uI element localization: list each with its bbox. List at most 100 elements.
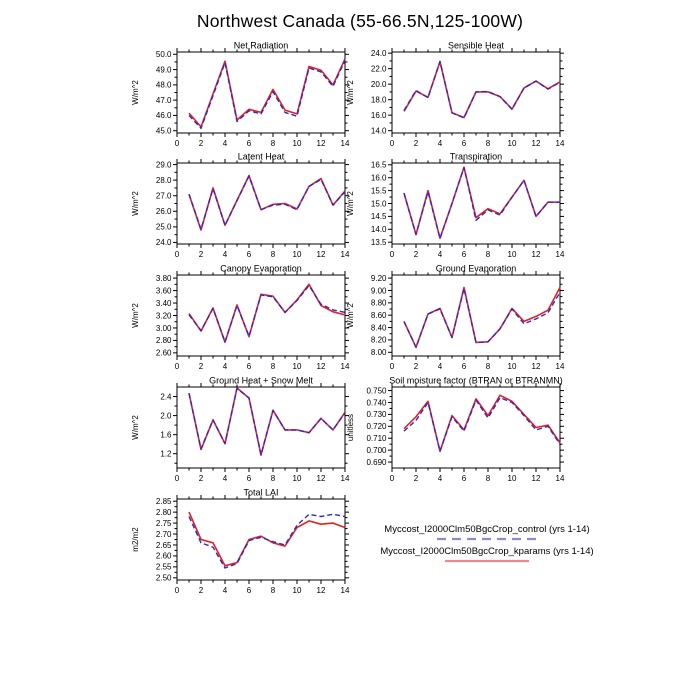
x-tick-label: 2 [199, 586, 204, 595]
x-tick-label: 2 [199, 250, 204, 259]
y-tick-label: 16.0 [371, 174, 387, 183]
x-tick-label: 8 [486, 362, 491, 371]
y-tick-label: 9.00 [371, 286, 387, 295]
chart-title: Total LAI [243, 488, 278, 498]
series-line-control [188, 60, 346, 130]
chart-plot: 0 2 4 6 8 10 12 14 24.0 25.0 26.0 27.0 28.0 29.0 Laten… [131, 152, 350, 260]
legend-entry-kparams: Myccost_I2000Clm50BgcCrop_kparams (yrs 1… [337, 546, 637, 563]
x-tick-label: 4 [438, 250, 443, 259]
series-line-kparams [188, 387, 346, 456]
series-line-control [188, 387, 346, 456]
y-tick-label: 14.0 [371, 126, 387, 135]
chart-title: Ground Evaporation [436, 264, 517, 274]
y-tick-label: 26.0 [156, 207, 172, 216]
y-tick-label: 3.40 [156, 299, 172, 308]
x-tick-label: 14 [341, 362, 350, 371]
x-tick-label: 2 [199, 362, 204, 371]
y-axis-label: unitless [346, 414, 355, 441]
x-tick-label: 0 [390, 362, 395, 371]
x-tick-label: 6 [462, 474, 467, 483]
x-tick-label: 8 [271, 139, 276, 148]
series-line-control [188, 175, 346, 230]
legend-entry-control: Myccost_I2000Clm50BgcCrop_control (yrs 1… [337, 524, 637, 541]
y-axis-label: W/m^2 [346, 303, 355, 328]
y-tick-label: 8.80 [371, 299, 387, 308]
chart-title: Canopy Evaporation [220, 264, 302, 274]
x-tick-label: 6 [247, 139, 252, 148]
x-tick-label: 2 [199, 474, 204, 483]
x-tick-label: 12 [317, 139, 326, 148]
x-tick-label: 14 [341, 586, 350, 595]
y-tick-label: 24.0 [156, 238, 172, 247]
y-axis-label: W/m^2 [131, 80, 140, 105]
y-tick-label: 0.710 [366, 434, 387, 443]
y-tick-label: 16.5 [371, 161, 387, 170]
y-tick-label: 15.0 [371, 199, 387, 208]
x-tick-label: 0 [390, 139, 395, 148]
x-tick-label: 2 [414, 139, 419, 148]
x-tick-label: 4 [223, 139, 228, 148]
x-tick-label: 12 [317, 474, 326, 483]
y-tick-label: 0.750 [366, 386, 387, 395]
y-tick-label: 45.0 [156, 127, 172, 136]
y-axis-label: W/m^2 [346, 191, 355, 216]
x-tick-label: 8 [271, 474, 276, 483]
y-tick-label: 2.55 [156, 563, 172, 572]
x-tick-label: 14 [556, 362, 565, 371]
series-line-kparams [403, 394, 561, 453]
series-line-control [403, 60, 561, 119]
legend: Myccost_I2000Clm50BgcCrop_control (yrs 1… [337, 524, 637, 568]
x-tick-label: 12 [532, 250, 541, 259]
chart-title: Soil moisture factor (BTRAN or BTRANMN) [389, 376, 563, 386]
chart-title: Net Radiation [234, 41, 289, 51]
x-tick-label: 6 [247, 474, 252, 483]
x-tick-label: 10 [293, 474, 302, 483]
x-tick-label: 8 [486, 250, 491, 259]
y-tick-label: 14.0 [371, 225, 387, 234]
chart-plot: 0 2 4 6 8 10 12 14 13.5 14.0 14.5 15.0 15.5 16.0 16.5 T… [346, 152, 565, 260]
y-tick-label: 0.720 [366, 422, 387, 431]
x-tick-label: 10 [508, 362, 517, 371]
series-line-control [403, 166, 560, 240]
series-line-kparams [188, 58, 346, 128]
x-tick-label: 14 [341, 474, 350, 483]
chart-plot: 0 2 4 6 8 10 12 14 8.00 8.20 8.40 8.60 8.80 9.00 9.20 G… [346, 264, 565, 372]
x-tick-label: 4 [438, 139, 443, 148]
series-line-kparams [188, 174, 346, 231]
y-tick-label: 3.00 [156, 324, 172, 333]
y-tick-label: 0.700 [366, 446, 387, 455]
x-tick-label: 14 [556, 139, 565, 148]
y-tick-label: 3.60 [156, 286, 172, 295]
x-tick-label: 2 [199, 139, 204, 148]
x-tick-label: 4 [223, 250, 228, 259]
x-tick-label: 6 [462, 139, 467, 148]
chart-title: Ground Heat + Snow Melt [209, 376, 313, 386]
x-tick-label: 4 [438, 362, 443, 371]
x-tick-label: 14 [556, 474, 565, 483]
y-tick-label: 9.20 [371, 274, 387, 283]
series-line-control [188, 284, 346, 343]
chart-ground-heat-snow-melt: 0 2 4 6 8 10 12 14 1.2 1.6 2.0 2.4 Ground Heat + Sno… [127, 375, 359, 487]
x-tick-label: 2 [414, 362, 419, 371]
x-tick-label: 10 [508, 139, 517, 148]
y-tick-label: 0.740 [366, 398, 387, 407]
y-tick-label: 50.0 [156, 50, 172, 59]
y-tick-label: 27.0 [156, 192, 172, 201]
y-tick-label: 25.0 [156, 223, 172, 232]
chart-plot: 0 2 4 6 8 10 12 14 1.2 1.6 2.0 2.4 Ground Heat + Sno… [131, 376, 350, 484]
chart-transpiration: 0 2 4 6 8 10 12 14 13.5 14.0 14.5 15.0 15.5 16.0 16.5 T… [342, 151, 574, 263]
chart-plot: 0 2 4 6 8 10 12 14 2.60 2.80 3.00 3.20 3.40 3.60 3.80 C… [131, 264, 350, 372]
y-axis-label: W/m^2 [131, 303, 140, 328]
x-tick-label: 4 [223, 586, 228, 595]
x-tick-label: 12 [532, 362, 541, 371]
series-line-kparams [188, 283, 346, 344]
y-tick-label: 2.85 [156, 497, 172, 506]
x-tick-label: 8 [486, 474, 491, 483]
chart-net-radiation: 0 2 4 6 8 10 12 14 45.0 46.0 47.0 48.0 49.0 50.0 Net R… [127, 40, 359, 152]
y-tick-label: 1.2 [160, 450, 172, 459]
chart-title: Sensible Heat [448, 41, 505, 51]
x-tick-label: 14 [556, 250, 565, 259]
x-tick-label: 0 [390, 474, 395, 483]
y-tick-label: 15.5 [371, 186, 387, 195]
chart-plot: 0 2 4 6 8 10 12 14 0.690 0.700 0.710 0.720 0.730 0.74… [346, 376, 565, 484]
